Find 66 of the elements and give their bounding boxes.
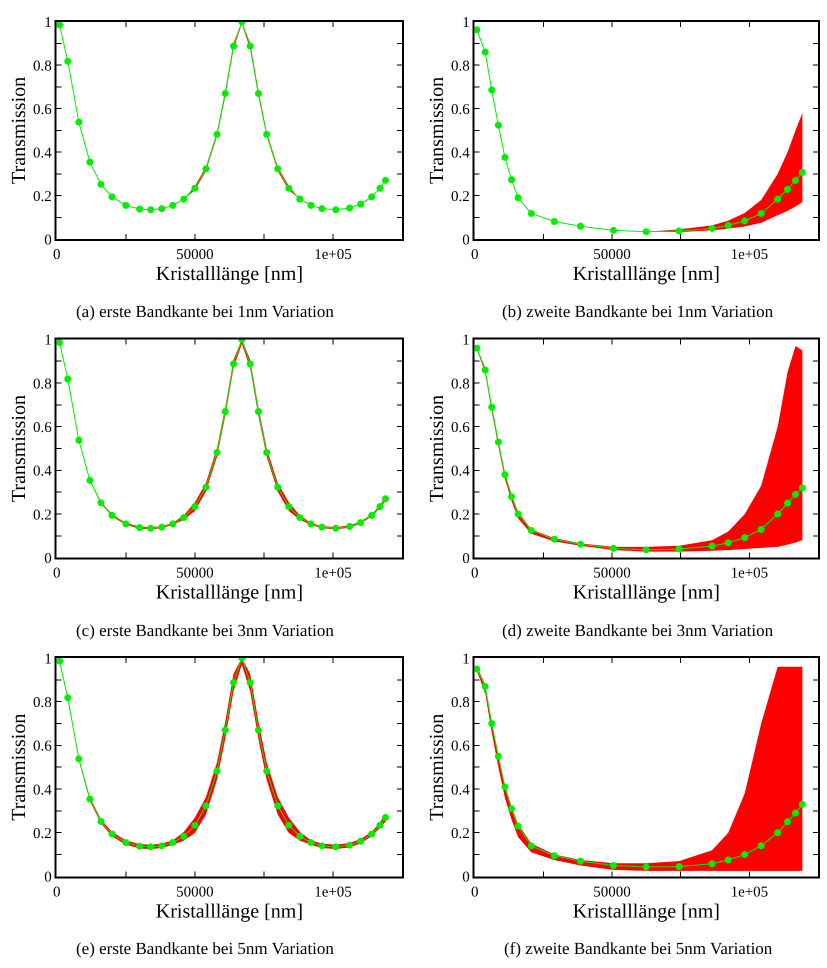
y-axis-title: Transmission [426, 76, 448, 184]
y-tick-label: 0.8 [32, 58, 52, 74]
y-tick-label: 0.2 [450, 507, 470, 524]
y-tick-label: 0.8 [32, 376, 52, 392]
x-axis-title: Kristalllänge [nm] [156, 582, 303, 604]
y-tick-label: 0.8 [450, 376, 470, 392]
x-tick-label: 50000 [593, 247, 631, 264]
x-axis-title: Kristalllänge [nm] [572, 263, 720, 286]
y-tick-label: 0.6 [32, 738, 52, 755]
y-tick-label: 1 [44, 651, 52, 668]
y-axis-title: Transmission [8, 714, 30, 821]
y-tick-label: 0 [44, 550, 52, 567]
y-tick-label: 0.4 [450, 464, 470, 480]
x-tick-label: 1e+05 [730, 884, 768, 900]
y-tick-label: 0.6 [450, 102, 470, 118]
x-tick-label: 50000 [176, 247, 214, 264]
y-tick-label: 0.4 [32, 782, 52, 798]
text: (c) erste Bandkante bei 3nm Variation [76, 621, 334, 640]
text: (a) erste Bandkante bei 1nm Variation [76, 302, 334, 321]
y-tick-label: 0.6 [32, 102, 52, 118]
y-tick-label: 1 [44, 332, 52, 349]
y-tick-label: 1 [462, 651, 470, 668]
y-tick-label: 0.8 [450, 58, 470, 74]
x-tick-label: 50000 [593, 884, 631, 900]
y-axis-title: Transmission [8, 76, 30, 184]
y-tick-label: 0.6 [450, 738, 470, 755]
x-tick-label: 1e+05 [314, 884, 352, 900]
x-axis-title: Kristalllänge [nm] [572, 900, 720, 922]
x-axis-title: Kristalllänge [nm] [572, 582, 720, 604]
y-tick-label: 0 [44, 232, 52, 248]
x-tick-label: 1e+05 [314, 566, 352, 582]
x-tick-label: 1e+05 [730, 566, 768, 582]
y-tick-label: 0.2 [450, 188, 470, 205]
y-tick-label: 1 [462, 332, 470, 349]
text: (e) erste Bandkante bei 5nm Variation [76, 939, 334, 958]
y-tick-label: 0 [462, 232, 470, 248]
y-tick-label: 1 [462, 15, 470, 31]
y-axis-title: Transmission [426, 395, 448, 502]
x-axis-title: Kristalllänge [nm] [156, 263, 303, 286]
y-tick-label: 0.2 [32, 507, 52, 524]
y-tick-label: 0.4 [32, 145, 52, 162]
y-tick-label: 0 [462, 870, 470, 886]
x-tick-label: 50000 [176, 884, 214, 900]
y-tick-label: 0.2 [32, 188, 52, 205]
y-tick-label: 0 [44, 870, 52, 886]
x-tick-label: 1e+05 [314, 247, 352, 264]
text: (b) zweite Bandkante bei 1nm Variation [502, 302, 774, 321]
y-tick-label: 0.4 [32, 464, 52, 480]
y-tick-label: 0.6 [450, 420, 470, 436]
text: (d) zweite Bandkante bei 3nm Variation [502, 621, 774, 640]
y-tick-label: 0.8 [450, 694, 470, 711]
y-tick-label: 0.4 [450, 782, 470, 798]
x-tick-label: 1e+05 [730, 247, 768, 264]
y-tick-label: 0 [462, 550, 470, 567]
text: (f) zweite Bandkante bei 5nm Variation [504, 939, 773, 958]
y-axis-title: Transmission [8, 395, 30, 502]
y-tick-label: 1 [44, 15, 52, 31]
x-tick-label: 50000 [176, 566, 214, 582]
y-tick-label: 0.4 [450, 145, 470, 162]
y-axis-title: Transmission [426, 714, 448, 821]
y-tick-label: 0.6 [32, 420, 52, 436]
y-tick-label: 0.2 [450, 826, 470, 842]
x-axis-title: Kristalllänge [nm] [156, 900, 303, 922]
x-tick-label: 50000 [593, 566, 631, 582]
y-tick-label: 0.2 [32, 826, 52, 842]
y-tick-label: 0.8 [32, 694, 52, 711]
